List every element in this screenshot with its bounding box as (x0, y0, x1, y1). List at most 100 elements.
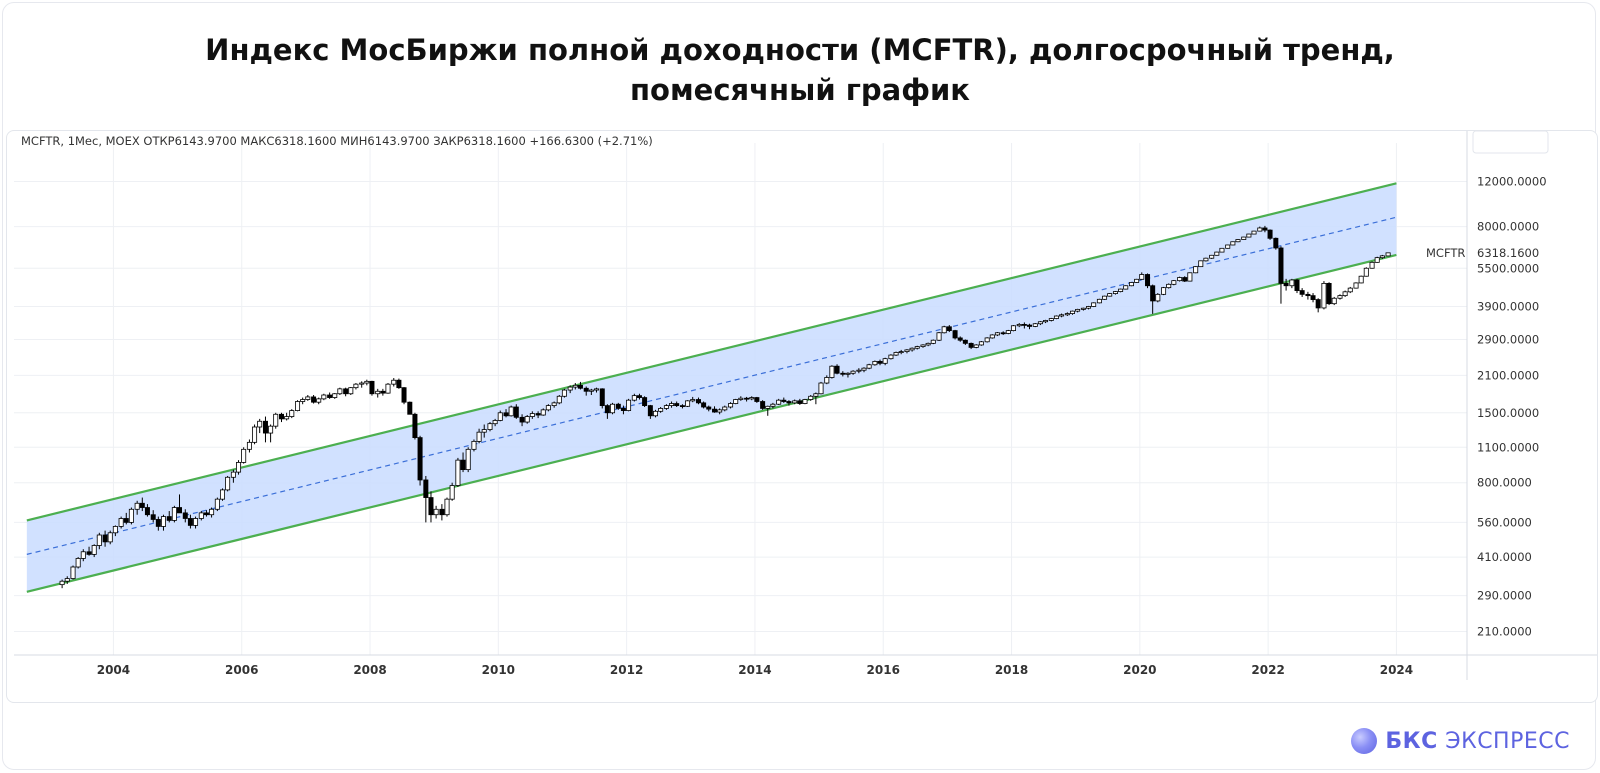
candle-body (1246, 233, 1252, 238)
candle-body (717, 409, 723, 413)
candle-body (177, 507, 183, 514)
candle-body (583, 387, 589, 392)
candle-body (1171, 280, 1177, 285)
candle-body (1075, 308, 1081, 312)
candle-body (86, 551, 92, 555)
candle-body (1198, 260, 1204, 268)
candle-body (920, 344, 926, 347)
x-tick-label: 2022 (1251, 663, 1284, 677)
candle-body (433, 508, 439, 516)
candle-body (396, 379, 402, 389)
candle-body (1182, 277, 1188, 282)
y-tick-label: 8000.0000 (1477, 220, 1539, 234)
candle-body (1353, 282, 1359, 289)
candle-body (225, 476, 231, 491)
candle-body (134, 502, 140, 510)
candle-body (160, 516, 166, 527)
candle-body (540, 409, 546, 416)
candle-body (476, 431, 482, 442)
candle-body (1326, 282, 1332, 305)
candle-body (481, 429, 487, 433)
candle-body (786, 401, 792, 404)
candle-body (818, 382, 824, 395)
candle-body (423, 479, 429, 498)
candle-body (1315, 299, 1321, 309)
candle-body (674, 403, 680, 407)
channel-upper-line (26, 182, 1397, 522)
candle-body (626, 399, 632, 411)
candle-body (1043, 320, 1049, 323)
candle-body (508, 406, 514, 417)
candle-body (311, 396, 317, 403)
candle-body (112, 526, 118, 534)
candle-body (118, 518, 124, 527)
candle-body (353, 383, 359, 389)
candle-body (914, 346, 920, 349)
candle-body (203, 512, 209, 516)
candle-body (337, 388, 343, 395)
candle-body (327, 394, 333, 398)
candle-body (577, 384, 583, 389)
candle-body (1374, 257, 1380, 263)
candle-body (1209, 254, 1215, 259)
candle-body (359, 382, 365, 385)
candle-body (679, 405, 685, 408)
candle-body (219, 489, 225, 500)
candle-body (128, 508, 134, 523)
y-tick-label: 2100.0000 (1477, 368, 1539, 382)
candle-body (658, 408, 664, 412)
channel-midline (26, 216, 1397, 555)
candle-body (343, 388, 349, 395)
candle-body (279, 413, 285, 420)
candle-body (925, 342, 931, 346)
candle-body (241, 448, 247, 463)
candle-body (1262, 227, 1268, 231)
candle-body (936, 332, 942, 341)
candle-body (1273, 237, 1279, 249)
candle-body (1128, 282, 1134, 287)
candle-body (893, 352, 899, 356)
title-line-2: помесячный график (630, 73, 970, 107)
candle-body (487, 423, 493, 430)
candle-body (1321, 282, 1327, 309)
candle-body (1214, 251, 1220, 256)
candle-body (1161, 287, 1167, 295)
candle-body (369, 380, 375, 395)
candle-body (797, 400, 803, 404)
candle-body (295, 401, 301, 411)
candle-body (96, 534, 102, 546)
candle-body (877, 361, 883, 364)
candle-body (144, 507, 150, 516)
candle-body (70, 566, 76, 579)
candle-body (593, 388, 599, 391)
candle-body (813, 393, 819, 397)
candle-body (262, 420, 268, 434)
candle-body (776, 399, 782, 405)
candle-body (663, 405, 669, 409)
candle-body (230, 471, 236, 478)
x-tick-label: 2018 (995, 663, 1028, 677)
candle-body (428, 497, 434, 516)
chart-panel[interactable]: 12000.0000 8000.0000 5500.0000 3900.0000 290… (6, 130, 1598, 703)
candle-body (957, 337, 963, 341)
candle-body (273, 413, 279, 427)
last-price-value: 6318.1600 (1477, 246, 1539, 260)
candle-body (898, 351, 904, 353)
candle-body (1069, 310, 1075, 314)
candle-body (171, 507, 177, 521)
candle-body (834, 365, 840, 374)
candle-body (524, 416, 530, 423)
candle-body (139, 502, 145, 508)
y-tick-label: 1500.0000 (1477, 406, 1539, 420)
candle-body (1021, 324, 1027, 326)
candle-body (257, 420, 263, 428)
candlestick-chart[interactable]: 12000.0000 8000.0000 5500.0000 3900.0000 290… (7, 131, 1597, 702)
y-tick-label: 210.0000 (1477, 624, 1532, 638)
candle-body (80, 551, 86, 559)
candle-body (690, 399, 696, 402)
candle-body (252, 426, 258, 443)
candle-body (1299, 290, 1305, 295)
candle-body (1005, 330, 1011, 334)
candle-body (300, 399, 306, 402)
candle-body (385, 383, 391, 394)
